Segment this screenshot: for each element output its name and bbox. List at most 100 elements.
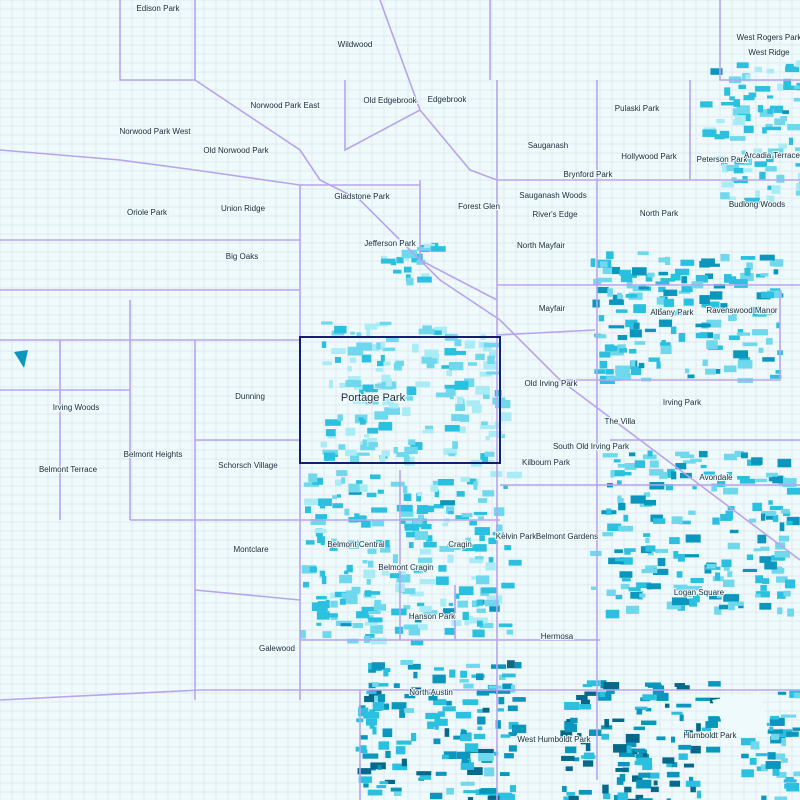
flood-cell <box>721 159 728 166</box>
flood-cell <box>724 87 731 96</box>
flood-cell <box>369 474 381 480</box>
flood-cell <box>701 727 712 732</box>
flood-cell <box>362 753 379 759</box>
neighborhood-label: Sauganash <box>528 141 568 150</box>
flood-cell <box>584 691 598 696</box>
flood-cell <box>610 470 615 478</box>
flood-cell <box>424 425 434 430</box>
flood-cell <box>617 761 630 767</box>
neighborhood-label: Pulaski Park <box>615 104 660 113</box>
flood-cell <box>365 400 379 405</box>
flood-cell <box>738 84 747 90</box>
flood-cell <box>350 455 360 465</box>
flood-cell <box>615 594 623 600</box>
flood-cell <box>429 792 443 800</box>
neighborhood-label: North Austin <box>409 688 453 697</box>
flood-cell <box>744 267 751 276</box>
flood-cell <box>684 730 693 736</box>
flood-cell <box>704 301 720 309</box>
flood-cell <box>488 685 502 689</box>
flood-cell <box>656 692 669 701</box>
neighborhood-label: Big Oaks <box>226 252 258 261</box>
flood-cell <box>566 791 576 796</box>
flood-cell <box>746 554 754 561</box>
flood-cell <box>744 197 760 204</box>
flood-cell <box>610 470 625 477</box>
flood-cell <box>382 347 396 352</box>
neighborhood-label: The Villa <box>605 417 637 426</box>
flood-cell <box>469 557 484 564</box>
flood-cell <box>760 546 770 551</box>
flood-cell <box>393 362 402 371</box>
flood-cell <box>434 718 448 726</box>
flood-cell <box>777 591 786 599</box>
flood-cell <box>334 325 347 334</box>
flood-cell <box>671 762 678 768</box>
flood-cell <box>396 746 401 752</box>
flood-cell <box>602 265 612 275</box>
flood-areas <box>14 60 800 800</box>
flood-cell <box>561 755 575 761</box>
flood-cell <box>645 537 650 544</box>
flood-cell <box>742 568 758 573</box>
flood-cell <box>494 751 499 756</box>
flood-cell <box>417 276 432 283</box>
flood-cell <box>761 310 768 315</box>
flood-cell <box>681 276 687 284</box>
flood-cell <box>484 767 495 777</box>
flood-cell <box>673 584 688 591</box>
flood-cell <box>666 759 673 768</box>
flood-cell <box>647 272 655 278</box>
flood-cell <box>771 566 783 574</box>
neighborhood-label: Montclare <box>233 545 269 554</box>
flood-cell <box>393 791 402 796</box>
flood-cell <box>641 568 658 574</box>
flood-cell <box>406 396 414 401</box>
flood-cell <box>754 161 767 167</box>
flood-cell <box>763 309 772 316</box>
flood-cell <box>421 356 438 364</box>
flood-cell <box>592 299 600 308</box>
flood-cell <box>639 593 646 598</box>
flood-cell <box>634 748 646 753</box>
flood-cell <box>721 559 732 568</box>
flood-cell <box>310 519 326 526</box>
flood-cell <box>664 256 671 265</box>
flood-cell <box>410 639 424 646</box>
flood-cell <box>662 757 675 764</box>
flood-cell <box>464 340 476 349</box>
selected-area[interactable] <box>299 336 501 464</box>
flood-cell <box>461 759 470 763</box>
neighborhood-label: North Mayfair <box>517 241 565 250</box>
flood-cell <box>656 361 661 369</box>
flood-cell <box>602 453 618 458</box>
flood-cell <box>745 74 751 82</box>
flood-cell <box>386 337 399 343</box>
flood-cell <box>359 389 364 396</box>
flood-cell <box>392 554 398 564</box>
neighborhood-label: Avondale <box>699 473 733 482</box>
neighborhood-label: Brynford Park <box>564 170 614 179</box>
flood-cell <box>416 771 432 776</box>
flood-cell <box>765 761 781 769</box>
flood-cell <box>374 599 382 605</box>
flood-cell <box>430 484 439 492</box>
flood-cell <box>733 350 749 359</box>
neighborhood-label: Budlong Woods <box>729 200 785 209</box>
flood-cell <box>487 795 500 800</box>
flood-cell <box>486 371 500 375</box>
flood-cell <box>474 527 490 536</box>
flood-cell <box>787 123 800 131</box>
flood-cell <box>492 532 504 536</box>
flood-cell <box>461 729 467 735</box>
flood-cell <box>374 383 388 389</box>
flood-cell <box>345 427 356 436</box>
flood-cell <box>711 483 718 492</box>
flood-cell <box>455 404 465 411</box>
flood-cell <box>391 608 407 616</box>
neighborhood-label: Kelvin Park <box>496 532 537 541</box>
flood-cell <box>619 571 633 578</box>
neighborhood-label: Irving Park <box>663 398 702 407</box>
flood-cell <box>769 726 774 731</box>
